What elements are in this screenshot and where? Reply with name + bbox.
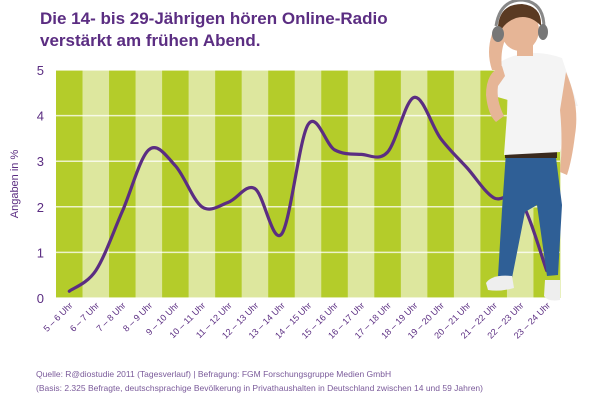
chart-title-line-1: Die 14- bis 29-Jährigen hören Online-Rad…: [40, 9, 388, 28]
category-band: [162, 70, 189, 298]
basis-note: (Basis: 2.325 Befragte, deutschsprachige…: [36, 383, 483, 393]
chart-footer: Quelle: R@diostudie 2011 (Tagesverlauf) …: [36, 367, 596, 395]
category-band: [188, 70, 216, 298]
category-band: [215, 70, 242, 298]
y-tick-label: 5: [37, 63, 44, 78]
y-tick-label: 0: [37, 291, 44, 306]
y-axis-ticks: 0 1 2 3 4 5: [37, 63, 44, 306]
source-note: Quelle: R@diostudie 2011 (Tagesverlauf) …: [36, 369, 392, 379]
category-band: [374, 70, 402, 298]
category-band: [56, 70, 83, 298]
category-band: [347, 70, 375, 298]
category-band: [135, 70, 163, 298]
chart-title-line-2: verstärkt am frühen Abend.: [40, 31, 261, 50]
y-tick-label: 4: [37, 109, 44, 124]
category-band: [427, 70, 455, 298]
category-band: [294, 70, 322, 298]
y-tick-label: 3: [37, 154, 44, 169]
y-tick-label: 2: [37, 200, 44, 215]
person-photo: [486, 0, 578, 301]
category-band: [453, 70, 481, 298]
category-band: [321, 70, 349, 298]
series-line: [67, 95, 549, 293]
category-band: [82, 70, 110, 298]
category-band: [268, 70, 296, 298]
chart-title: Die 14- bis 29-Jährigen hören Online-Rad…: [40, 8, 400, 52]
y-tick-label: 1: [37, 245, 44, 260]
y-axis-label: Angaben in %: [9, 150, 21, 219]
category-band: [241, 70, 269, 298]
gridlines: [56, 69, 560, 299]
